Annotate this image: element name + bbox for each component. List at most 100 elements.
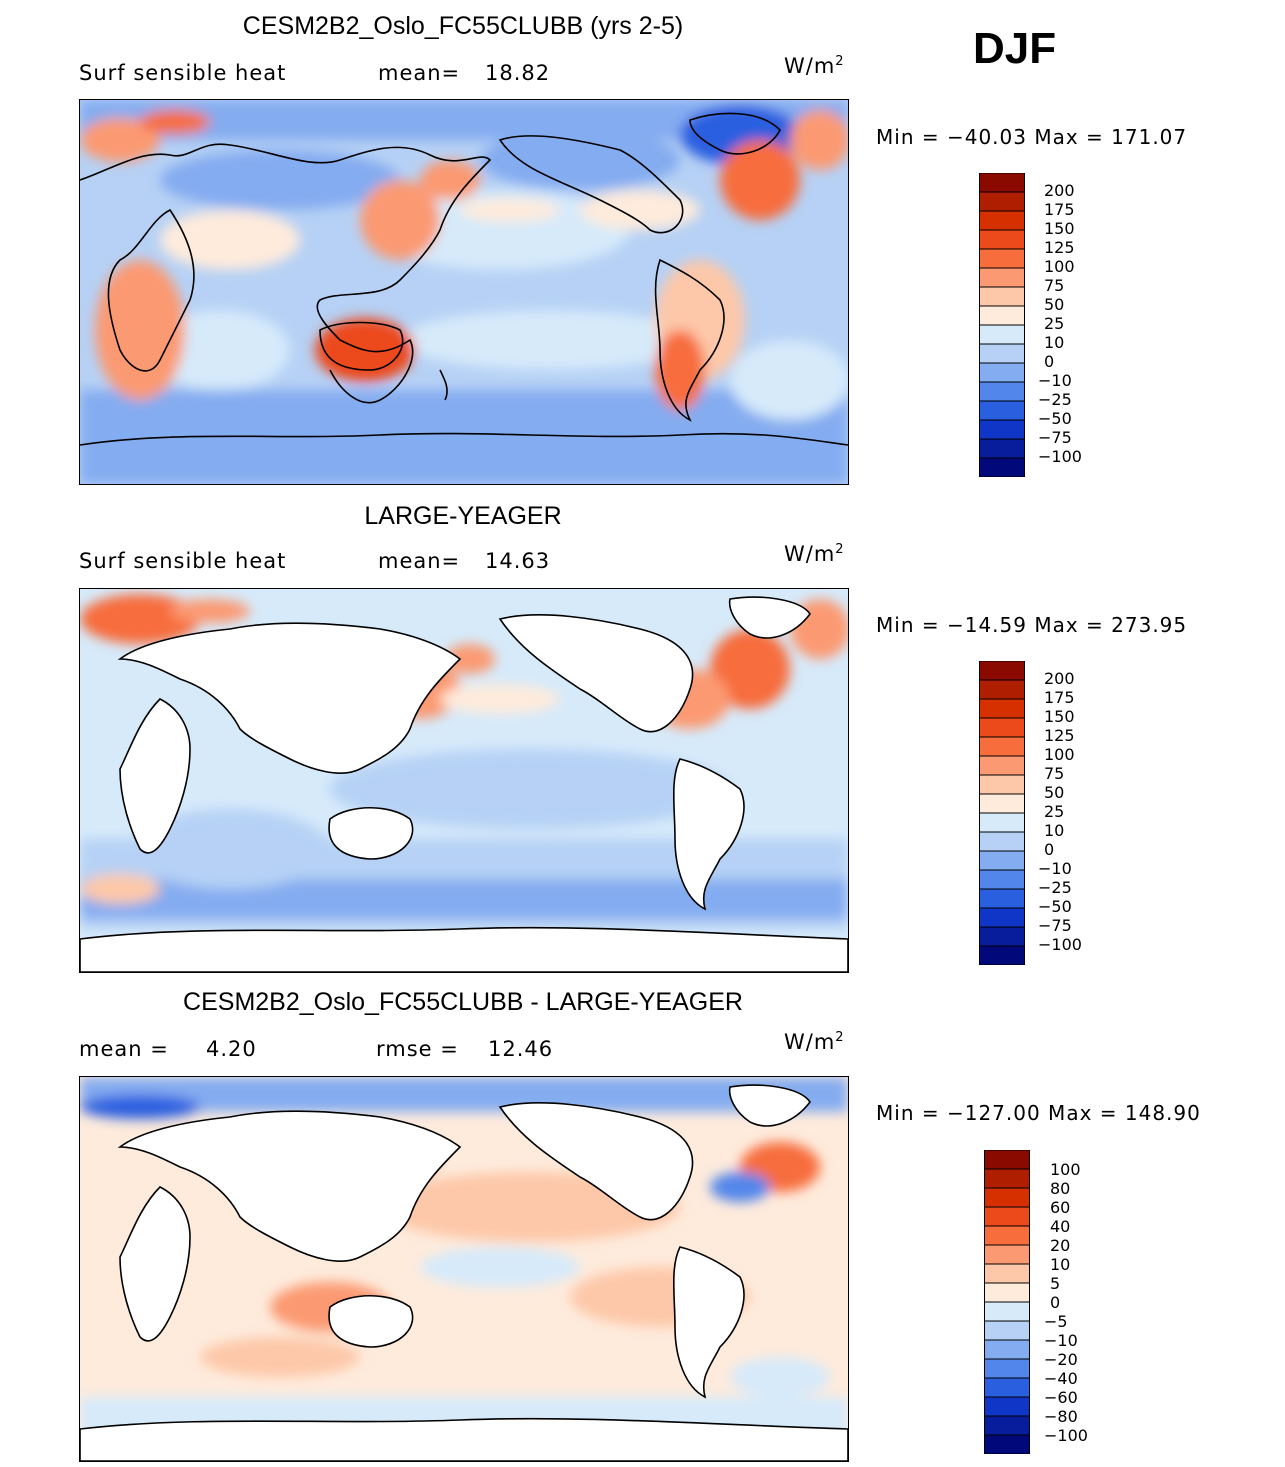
panel-2-map [79, 588, 849, 973]
panel-3-map [79, 1076, 849, 1462]
panel-3-colorbar [984, 1150, 1030, 1454]
panel-1-map [79, 99, 849, 485]
colorbar-label: −10 [1044, 1331, 1078, 1350]
colorbar-swatch [984, 1206, 1030, 1227]
panel-3-rmse-label: rmse = [376, 1037, 459, 1061]
colorbar-swatch [979, 210, 1025, 231]
panel-2-units: W/m2 [784, 542, 845, 566]
colorbar-swatch [984, 1377, 1030, 1398]
colorbar-label: −25 [1038, 390, 1072, 409]
colorbar-label: −75 [1038, 428, 1072, 447]
panel-3-mean-value: 4.20 [206, 1037, 257, 1061]
colorbar-swatch [984, 1225, 1030, 1246]
colorbar-label: 50 [1044, 783, 1065, 802]
colorbar-label: −10 [1038, 859, 1072, 878]
colorbar-swatch [979, 286, 1025, 307]
panel-1-minmax: Min = −40.03 Max = 171.07 [876, 125, 1188, 149]
panel-1-mean-label: mean= [378, 61, 461, 85]
colorbar-label: 100 [1044, 257, 1075, 276]
panel-3-colorbar-labels: 100 80 60 40 20 10 5 0 −5 −10 −20 −40 −60 −80 −100 [1044, 1160, 1126, 1460]
colorbar-swatch [979, 343, 1025, 364]
colorbar-swatch [979, 869, 1025, 890]
colorbar-swatch [979, 248, 1025, 269]
panel-2-minmax: Min = −14.59 Max = 273.95 [876, 613, 1188, 637]
colorbar-label: −100 [1038, 935, 1082, 954]
colorbar-swatch [979, 717, 1025, 738]
colorbar-label: 25 [1044, 802, 1065, 821]
colorbar-label: 0 [1044, 840, 1055, 859]
panel-1-colorbar [979, 173, 1025, 477]
colorbar-swatch [984, 1301, 1030, 1322]
colorbar-swatch [984, 1434, 1030, 1454]
colorbar-label: 0 [1050, 1293, 1061, 1312]
colorbar-swatch [979, 812, 1025, 833]
colorbar-label: 5 [1050, 1274, 1061, 1293]
colorbar-label: 150 [1044, 219, 1075, 238]
panel-1-variable-label: Surf sensible heat [79, 61, 287, 85]
colorbar-swatch [979, 907, 1025, 928]
panel-2-colorbar [979, 661, 1025, 965]
panel-2-colorbar-labels: 200 175 150 125 100 75 50 25 10 0 −10 −25 −50 −75 −100 [1038, 669, 1120, 969]
colorbar-swatch [979, 774, 1025, 795]
panel-2-mean-value: 14.63 [485, 549, 551, 573]
panel-3-rmse-value: 12.46 [488, 1037, 554, 1061]
panel-3-units: W/m2 [784, 1030, 845, 1054]
colorbar-swatch [984, 1263, 1030, 1284]
panel-3-title: CESM2B2_Oslo_FC55CLUBB - LARGE-YEAGER [183, 988, 743, 1016]
colorbar-swatch [979, 679, 1025, 700]
colorbar-swatch [979, 736, 1025, 757]
colorbar-label: 60 [1050, 1198, 1071, 1217]
colorbar-label: −100 [1044, 1426, 1088, 1445]
panel-2-variable-label: Surf sensible heat [79, 549, 287, 573]
colorbar-swatch [979, 831, 1025, 852]
colorbar-swatch [979, 362, 1025, 383]
colorbar-swatch [984, 1415, 1030, 1436]
colorbar-label: 125 [1044, 726, 1075, 745]
colorbar-label: 10 [1044, 821, 1065, 840]
colorbar-swatch [979, 698, 1025, 719]
colorbar-label: −40 [1044, 1369, 1078, 1388]
panel-1-title: CESM2B2_Oslo_FC55CLUBB (yrs 2-5) [242, 12, 684, 40]
panel-3-mean-label: mean = [79, 1037, 169, 1061]
colorbar-swatch [979, 229, 1025, 250]
colorbar-label: −25 [1038, 878, 1072, 897]
colorbar-label: −60 [1044, 1388, 1078, 1407]
colorbar-label: −50 [1038, 897, 1072, 916]
colorbar-label: 50 [1044, 295, 1065, 314]
colorbar-label: 10 [1044, 333, 1065, 352]
colorbar-swatch [979, 438, 1025, 459]
colorbar-swatch [984, 1396, 1030, 1417]
colorbar-swatch [979, 419, 1025, 440]
colorbar-label: 100 [1044, 745, 1075, 764]
colorbar-swatch [979, 400, 1025, 421]
colorbar-label: 10 [1050, 1255, 1071, 1274]
colorbar-label: 80 [1050, 1179, 1071, 1198]
colorbar-swatch [979, 926, 1025, 947]
colorbar-label: −80 [1044, 1407, 1078, 1426]
colorbar-swatch [979, 191, 1025, 212]
colorbar-label: 25 [1044, 314, 1065, 333]
colorbar-swatch [979, 945, 1025, 965]
panel-1-units: W/m2 [784, 54, 845, 78]
colorbar-swatch [984, 1187, 1030, 1208]
colorbar-label: −75 [1038, 916, 1072, 935]
colorbar-label: 200 [1044, 669, 1075, 688]
colorbar-swatch [979, 267, 1025, 288]
colorbar-swatch [979, 755, 1025, 776]
colorbar-label: 175 [1044, 200, 1075, 219]
colorbar-swatch [984, 1150, 1030, 1170]
colorbar-label: 150 [1044, 707, 1075, 726]
panel-1-colorbar-labels: 200 175 150 125 100 75 50 25 10 0 −10 −25 −50 −75 −100 [1038, 181, 1120, 481]
colorbar-label: 20 [1050, 1236, 1071, 1255]
colorbar-label: 75 [1044, 764, 1065, 783]
colorbar-swatch [979, 305, 1025, 326]
season-label: DJF [973, 24, 1057, 73]
colorbar-label: 75 [1044, 276, 1065, 295]
colorbar-swatch [984, 1320, 1030, 1341]
colorbar-label: 100 [1050, 1160, 1081, 1179]
colorbar-swatch [984, 1244, 1030, 1265]
colorbar-swatch [984, 1358, 1030, 1379]
colorbar-label: −20 [1044, 1350, 1078, 1369]
colorbar-label: 0 [1044, 352, 1055, 371]
colorbar-swatch [979, 793, 1025, 814]
